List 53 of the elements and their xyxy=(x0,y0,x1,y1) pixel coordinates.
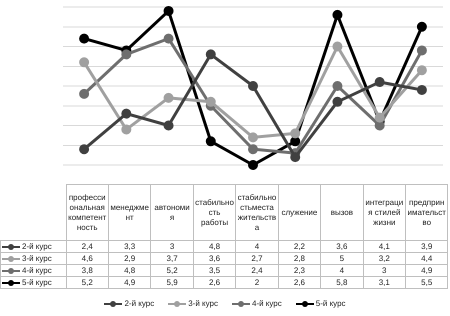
data-label: 4 xyxy=(236,240,278,252)
data-label: 4,9 xyxy=(108,276,151,288)
data-label: 2,4 xyxy=(236,264,278,276)
data-label: 4,8 xyxy=(193,240,236,252)
data-label: 3,5 xyxy=(193,264,236,276)
text: 5-й курс xyxy=(316,299,346,308)
data-label: 4,6 xyxy=(66,252,108,264)
legend-label: 2-й курс xyxy=(22,242,52,251)
x-tick-label: менеджмент xyxy=(108,184,151,240)
data-label: 2,6 xyxy=(193,276,236,288)
data-label: 5,2 xyxy=(66,276,108,288)
data-label: 2,3 xyxy=(278,264,321,276)
x-tick-label: автономия xyxy=(150,184,194,240)
data-label: 3 xyxy=(150,240,194,252)
data-label: 2,8 xyxy=(278,252,321,264)
x-tick-label: интеграция стилей жизни xyxy=(363,184,406,240)
data-label: 4,1 xyxy=(363,240,406,252)
data-label: 3,6 xyxy=(193,252,236,264)
x-tick-label: служение xyxy=(278,184,321,240)
data-label: 3,3 xyxy=(108,240,151,252)
legend-label: 3-й курс xyxy=(22,254,52,263)
data-label: 3,6 xyxy=(320,240,364,252)
data-label: 4,4 xyxy=(406,252,448,264)
data-label: 2 xyxy=(236,276,278,288)
legend-label: 4-й курс xyxy=(22,266,52,275)
data-label: 3 xyxy=(363,264,406,276)
text: 2-й курс xyxy=(124,299,154,308)
data-label: 5,9 xyxy=(150,276,194,288)
data-label: 3,7 xyxy=(150,252,194,264)
x-tick-label: вызов xyxy=(320,184,364,240)
x-tick-label: предпринимательство xyxy=(406,184,448,240)
data-label: 2,4 xyxy=(66,240,108,252)
data-label: 2,9 xyxy=(108,252,151,264)
data-label: 3,8 xyxy=(66,264,108,276)
x-tick-label: стабильностьместа жительства xyxy=(236,184,278,240)
data-label: 5,5 xyxy=(406,276,448,288)
data-label: 3,9 xyxy=(406,240,448,252)
data-label: 3,2 xyxy=(363,252,406,264)
legend-label: 5-й курс xyxy=(22,278,52,287)
x-tick-label: профессиональная компетентность xyxy=(66,184,108,240)
data-label: 5,8 xyxy=(320,276,364,288)
data-label: 2,2 xyxy=(278,240,321,252)
data-label: 4,8 xyxy=(108,264,151,276)
data-label: 5 xyxy=(320,252,364,264)
data-label: 5,2 xyxy=(150,264,194,276)
data-label: 3,1 xyxy=(363,276,406,288)
x-tick-label: стабильность работы xyxy=(193,184,236,240)
data-label: 2,6 xyxy=(278,276,321,288)
data-label: 4 xyxy=(320,264,364,276)
text: 3-й курс xyxy=(188,299,218,308)
text: 4-й курс xyxy=(252,299,282,308)
data-label: 4,9 xyxy=(406,264,448,276)
data-label: 2,7 xyxy=(236,252,278,264)
